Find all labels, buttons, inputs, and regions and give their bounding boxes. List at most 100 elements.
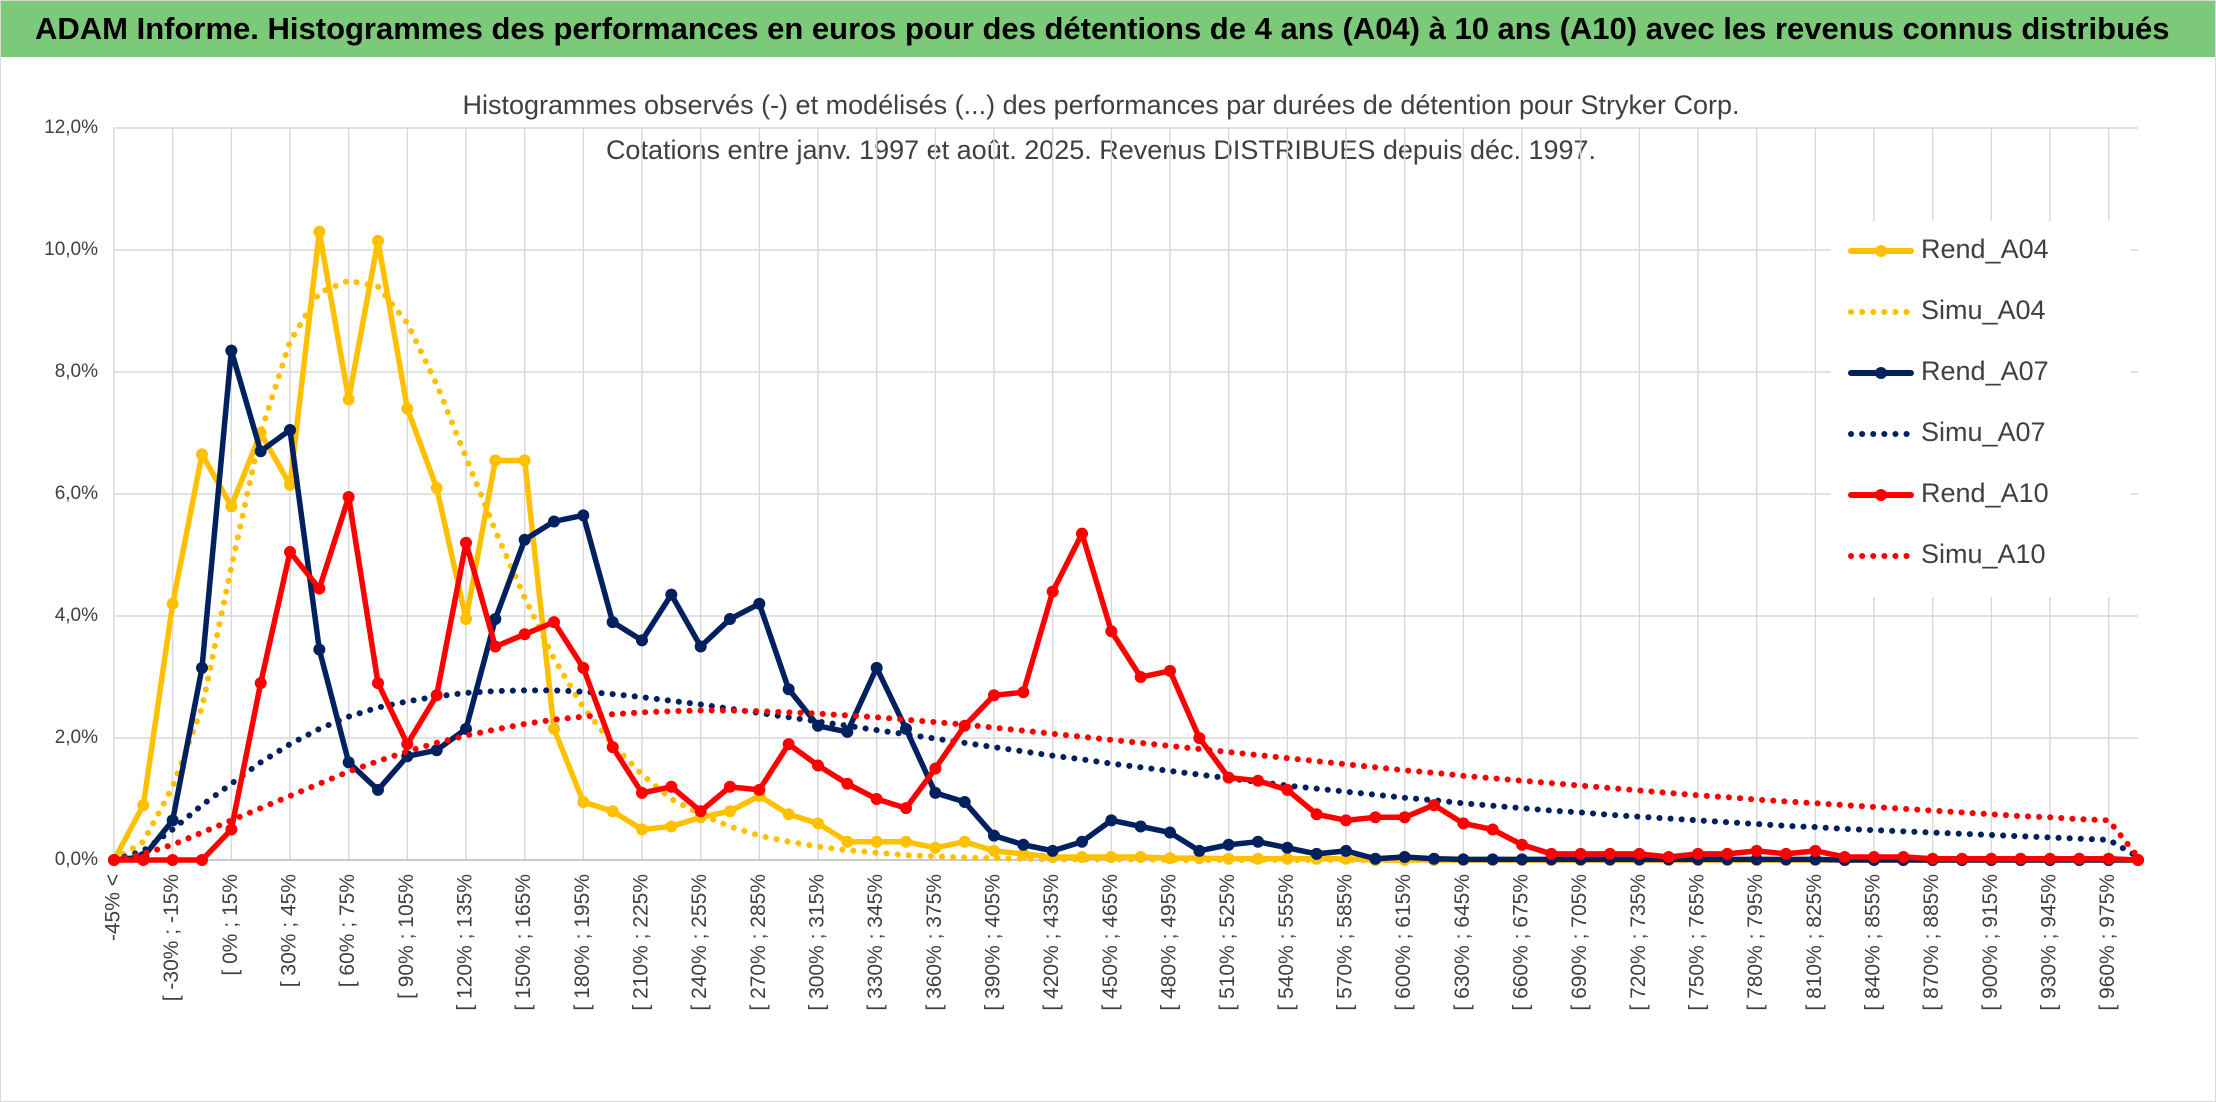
- point: [2132, 854, 2144, 866]
- point: [1281, 841, 1294, 854]
- point: [1076, 835, 1088, 848]
- point: [1633, 847, 1646, 860]
- point: [372, 234, 384, 247]
- point: [489, 640, 502, 653]
- point: [225, 500, 238, 513]
- point: [196, 448, 208, 461]
- point: [841, 835, 854, 848]
- point: [284, 423, 296, 436]
- point: [2044, 852, 2056, 865]
- point: [1222, 771, 1235, 784]
- point: [870, 793, 883, 805]
- x-tick-label: [ 210% ; 225%: [630, 874, 653, 1011]
- point: [1252, 774, 1264, 787]
- point: [166, 854, 179, 866]
- y-tick-label: 0,0%: [55, 849, 98, 870]
- legend-label: Rend_A10: [1921, 478, 2049, 508]
- x-tick-label: [ 540% ; 555%: [1275, 874, 1298, 1011]
- point: [1721, 847, 1734, 860]
- point: [342, 393, 355, 406]
- x-tick-label: [ 510% ; 525%: [1216, 874, 1239, 1011]
- point: [460, 613, 472, 626]
- x-tick-label: [ 720% ; 735%: [1627, 874, 1650, 1011]
- point: [929, 841, 942, 854]
- point: [694, 805, 707, 818]
- point: [1017, 838, 1030, 851]
- point: [137, 854, 150, 866]
- point: [518, 454, 531, 467]
- point: [1428, 799, 1440, 812]
- legend-marker: [1875, 489, 1887, 501]
- point: [1662, 850, 1675, 863]
- point: [313, 582, 326, 595]
- point: [636, 823, 648, 836]
- series-line: [111, 277, 2141, 863]
- x-tick-label: [ 660% ; 675%: [1510, 874, 1533, 1011]
- point: [548, 616, 560, 629]
- point: [782, 808, 795, 821]
- y-tick-label: 2,0%: [55, 727, 98, 748]
- x-tick-label: -45% <: [102, 874, 125, 941]
- point: [577, 509, 590, 522]
- point: [1574, 847, 1587, 860]
- point: [518, 533, 531, 546]
- point: [988, 689, 1000, 702]
- point: [284, 545, 296, 558]
- point: [606, 741, 619, 754]
- point: [401, 402, 414, 415]
- point: [1897, 850, 1910, 863]
- x-tick-label: [ 930% ; 945%: [2038, 874, 2061, 1011]
- x-tick-label: [ 330% ; 345%: [864, 874, 887, 1011]
- point: [284, 478, 296, 491]
- point: [782, 738, 795, 751]
- point: [518, 628, 531, 641]
- point: [958, 796, 971, 809]
- x-tick-label: [ 150% ; 165%: [512, 874, 535, 1011]
- point: [1956, 852, 1968, 865]
- x-tick-label: [ 480% ; 495%: [1158, 874, 1181, 1011]
- point: [1398, 811, 1411, 824]
- point: [196, 854, 208, 866]
- point: [782, 683, 795, 696]
- point: [1105, 814, 1118, 827]
- x-tick-label: [ 840% ; 855%: [1862, 874, 1885, 1011]
- point: [1252, 835, 1264, 848]
- point: [841, 777, 854, 790]
- point: [665, 588, 678, 601]
- x-tick-label: [ 180% ; 195%: [571, 874, 594, 1011]
- x-tick-label: [ -30% ; -15%: [160, 874, 183, 1001]
- x-tick-label: [ 270% ; 285%: [747, 874, 770, 1011]
- point: [1516, 838, 1528, 851]
- point: [1164, 664, 1176, 677]
- y-tick-label: 10,0%: [44, 239, 98, 260]
- point: [372, 783, 384, 796]
- point: [606, 616, 619, 629]
- point: [196, 661, 208, 674]
- point: [1310, 808, 1323, 821]
- point: [1457, 817, 1470, 830]
- point: [166, 597, 179, 610]
- x-tick-label: [ 240% ; 255%: [688, 874, 711, 1011]
- y-tick-label: 4,0%: [55, 605, 98, 626]
- point: [1340, 814, 1352, 827]
- x-tick-label: [ 630% ; 645%: [1451, 874, 1474, 1011]
- point: [636, 634, 648, 647]
- point: [1046, 585, 1059, 598]
- point: [606, 805, 619, 818]
- point: [753, 783, 766, 796]
- point: [958, 835, 971, 848]
- point: [1369, 811, 1382, 824]
- point: [430, 689, 443, 702]
- point: [2102, 852, 2115, 865]
- point: [1193, 732, 1206, 744]
- point: [1838, 850, 1851, 863]
- point: [1017, 686, 1030, 699]
- point: [694, 640, 707, 653]
- x-tick-label: [ 690% ; 705%: [1568, 874, 1591, 1011]
- point: [841, 725, 854, 738]
- series-line: [111, 687, 2141, 863]
- legend-label: Rend_A04: [1921, 234, 2049, 264]
- x-tick-label: [ 30% ; 45%: [278, 874, 301, 987]
